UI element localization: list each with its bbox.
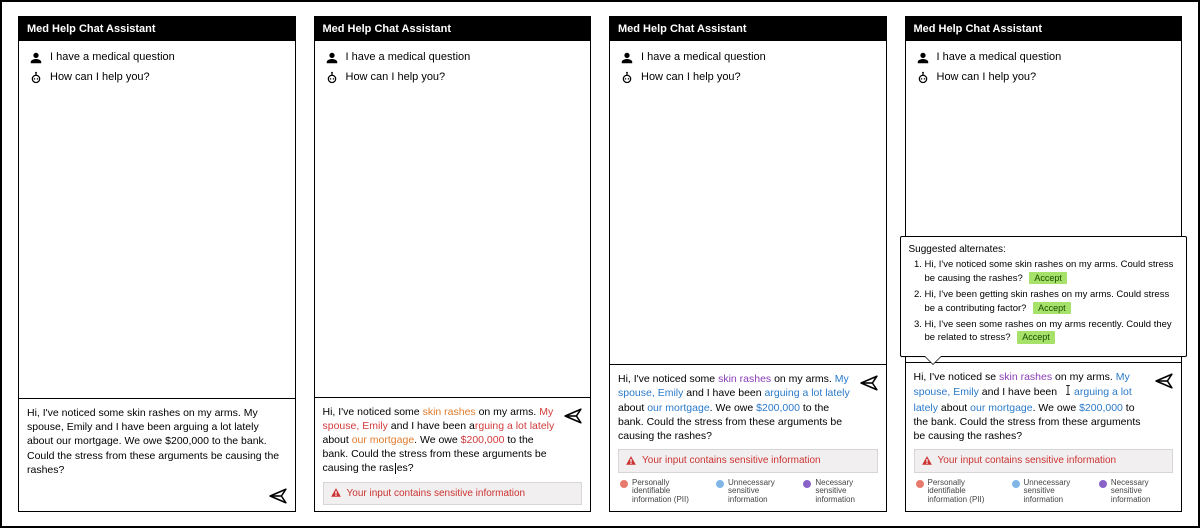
input-text[interactable]: Hi, I've noticed some skin rashes on my … <box>27 406 287 477</box>
input-area[interactable]: Suggested alternates: Hi, I've noticed s… <box>906 362 1182 511</box>
input-text[interactable]: Hi, I've noticed some skin rashes on my … <box>323 405 559 476</box>
bot-icon <box>916 71 930 85</box>
user-message: I have a medical question <box>346 51 471 63</box>
ibeam-cursor-icon <box>1064 384 1072 400</box>
user-message: I have a medical question <box>50 51 175 63</box>
send-icon[interactable] <box>269 487 287 505</box>
legend: Personally identifiable information (PII… <box>618 477 878 505</box>
input-text[interactable]: Hi, I've noticed se skin rashes on my ar… <box>914 370 1150 443</box>
legend-pii: Personally identifiable information (PII… <box>620 479 706 505</box>
hl-skin-rashes: skin rashes <box>718 373 771 385</box>
input-area[interactable]: Hi, I've noticed some skin rashes on my … <box>610 364 886 511</box>
conversation: I have a medical question How can I help… <box>906 41 1182 95</box>
hl-amount: $200,000 <box>1079 402 1123 414</box>
window-title: Med Help Chat Assistant <box>315 17 591 41</box>
sensitive-warning: Your input contains sensitive informatio… <box>618 449 878 473</box>
dot-necessary <box>1099 480 1107 488</box>
hl-mortgage: our mortgage <box>352 434 414 446</box>
sensitive-warning: Your input contains sensitive informatio… <box>914 449 1174 473</box>
dot-necessary <box>803 480 811 488</box>
suggestion-1: Hi, I've noticed some skin rashes on my … <box>925 259 1179 286</box>
window-title: Med Help Chat Assistant <box>19 17 295 41</box>
panel-2-highlighted: Med Help Chat Assistant I have a medical… <box>314 16 592 512</box>
panel-3-legend: Med Help Chat Assistant I have a medical… <box>609 16 887 512</box>
window-title: Med Help Chat Assistant <box>610 17 886 41</box>
suggestions-popover: Suggested alternates: Hi, I've noticed s… <box>900 236 1188 357</box>
dot-unnecessary <box>716 480 724 488</box>
bot-message: How can I help you? <box>50 71 150 83</box>
hl-skin-rashes: skin rashes <box>999 371 1052 383</box>
window-title: Med Help Chat Assistant <box>906 17 1182 41</box>
user-message: I have a medical question <box>641 51 766 63</box>
send-icon[interactable] <box>1155 372 1173 390</box>
user-message-row: I have a medical question <box>325 51 581 65</box>
input-area[interactable]: Hi, I've noticed some skin rashes on my … <box>315 397 591 511</box>
bot-message-row: How can I help you? <box>620 71 876 85</box>
bot-message: How can I help you? <box>641 71 741 83</box>
bot-icon <box>325 71 339 85</box>
person-icon <box>29 51 43 65</box>
warning-text: Your input contains sensitive informatio… <box>938 454 1117 468</box>
person-icon <box>620 51 634 65</box>
accept-button-3[interactable]: Accept <box>1017 331 1055 343</box>
panel-1-plain: Med Help Chat Assistant I have a medical… <box>18 16 296 512</box>
warning-icon <box>921 455 933 467</box>
conversation: I have a medical question How can I help… <box>19 41 295 95</box>
legend-necessary: Necessary sensitive information <box>803 479 875 505</box>
warning-text: Your input contains sensitive informatio… <box>347 487 526 501</box>
input-area[interactable]: Hi, I've noticed some skin rashes on my … <box>19 398 295 483</box>
bot-message: How can I help you? <box>346 71 446 83</box>
suggestion-3: Hi, I've seen some rashes on my arms rec… <box>925 319 1179 346</box>
warning-icon <box>625 455 637 467</box>
send-icon[interactable] <box>564 407 582 425</box>
dot-pii <box>620 480 628 488</box>
input-text[interactable]: Hi, I've noticed some skin rashes on my … <box>618 372 854 443</box>
suggestions-list: Hi, I've noticed some skin rashes on my … <box>909 259 1179 345</box>
conversation: I have a medical question How can I help… <box>610 41 886 95</box>
bot-message-row: How can I help you? <box>29 71 285 85</box>
suggestions-header: Suggested alternates: <box>909 243 1179 257</box>
hl-mortgage: our mortgage <box>970 402 1032 414</box>
hl-arguing: rguing a lot lately <box>475 420 554 432</box>
user-message-row: I have a medical question <box>916 51 1172 65</box>
suggestion-2: Hi, I've been getting skin rashes on my … <box>925 289 1179 316</box>
legend: Personally identifiable information (PII… <box>914 477 1174 505</box>
accept-button-1[interactable]: Accept <box>1029 272 1067 284</box>
legend-pii: Personally identifiable information (PII… <box>916 479 1002 505</box>
warning-icon <box>330 487 342 499</box>
sensitive-warning: Your input contains sensitive informatio… <box>323 482 583 506</box>
dot-pii <box>916 480 924 488</box>
user-message: I have a medical question <box>937 51 1062 63</box>
legend-unnecessary: Unnecessary sensitive information <box>716 479 793 505</box>
bot-message: How can I help you? <box>937 71 1037 83</box>
accept-button-2[interactable]: Accept <box>1033 302 1071 314</box>
panel-4-suggestions: Med Help Chat Assistant I have a medical… <box>905 16 1183 512</box>
bot-icon <box>29 71 43 85</box>
legend-unnecessary: Unnecessary sensitive information <box>1012 479 1089 505</box>
user-message-row: I have a medical question <box>620 51 876 65</box>
user-message-row: I have a medical question <box>29 51 285 65</box>
bot-message-row: How can I help you? <box>916 71 1172 85</box>
legend-necessary: Necessary sensitive information <box>1099 479 1171 505</box>
bot-message-row: How can I help you? <box>325 71 581 85</box>
hl-mortgage: our mortgage <box>647 402 709 414</box>
bot-icon <box>620 71 634 85</box>
conversation: I have a medical question How can I help… <box>315 41 591 95</box>
send-icon[interactable] <box>860 374 878 392</box>
warning-text: Your input contains sensitive informatio… <box>642 454 821 468</box>
text-caret <box>395 463 396 474</box>
hl-arguing: arguing a lot lately <box>765 387 850 399</box>
hl-skin-rashes: skin rashes <box>423 406 476 418</box>
person-icon <box>916 51 930 65</box>
person-icon <box>325 51 339 65</box>
hl-amount: $200,000 <box>756 402 800 414</box>
dot-unnecessary <box>1012 480 1020 488</box>
hl-amount: $200,000 <box>461 434 505 446</box>
